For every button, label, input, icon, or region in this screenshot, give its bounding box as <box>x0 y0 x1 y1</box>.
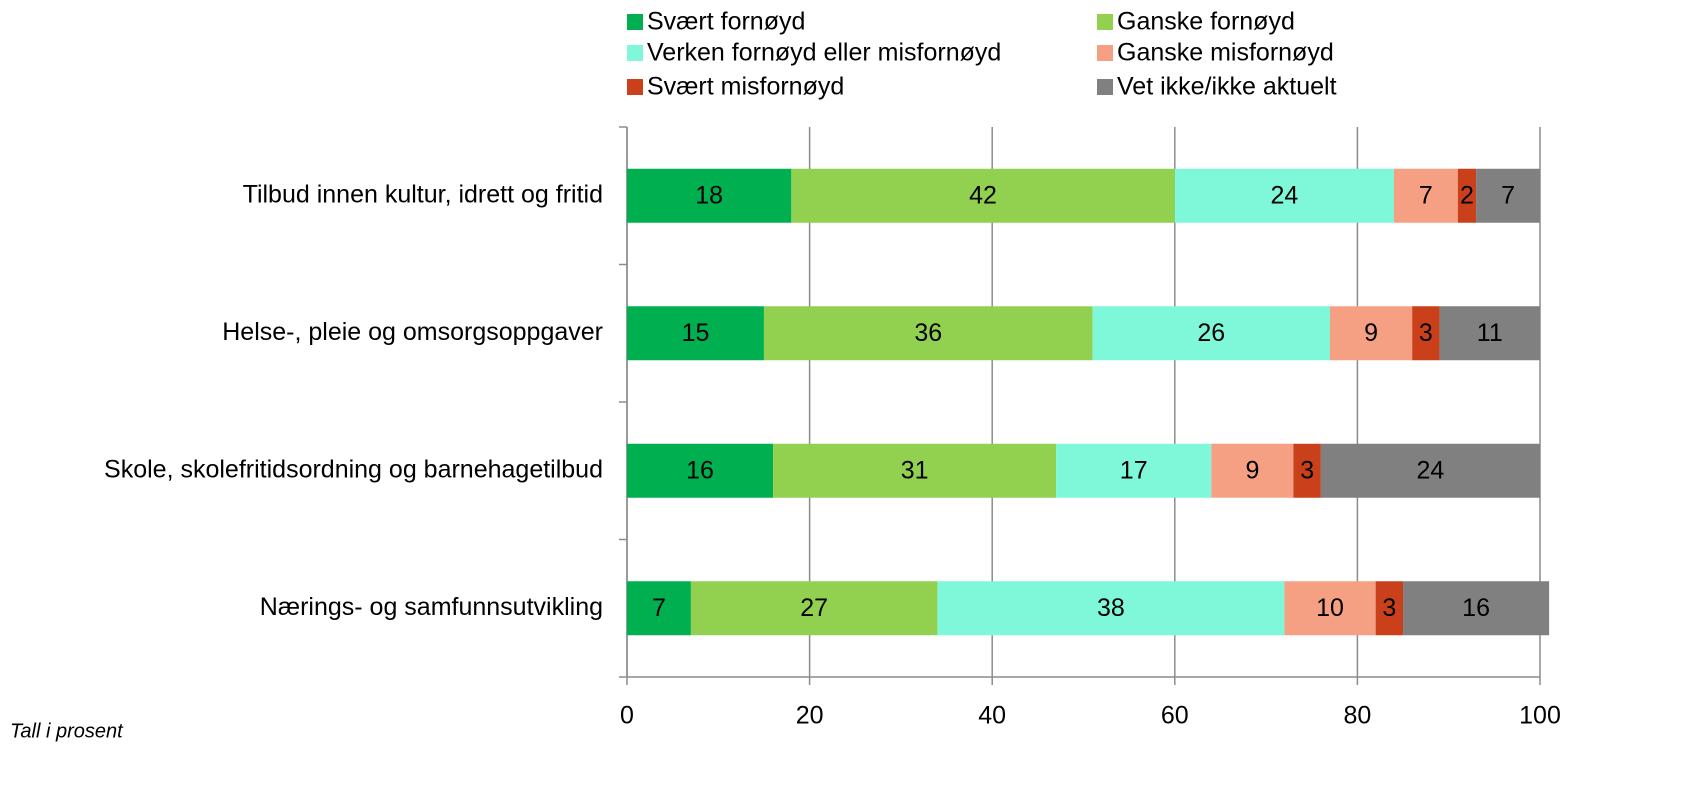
data-label: 3 <box>1382 594 1396 622</box>
legend-swatch <box>1097 79 1113 95</box>
bar-segment <box>1393 168 1458 223</box>
data-label: 16 <box>686 456 714 484</box>
data-label: 42 <box>969 181 997 209</box>
data-label: 9 <box>1364 319 1378 347</box>
data-label: 3 <box>1419 319 1433 347</box>
y-tick-label: Tilbud innen kultur, idrett og fritid <box>243 180 603 208</box>
bar-segment <box>627 306 764 361</box>
x-tick-label: 0 <box>620 702 634 730</box>
data-label: 7 <box>652 594 666 622</box>
data-label: 3 <box>1300 456 1314 484</box>
x-tick-label: 60 <box>1161 702 1189 730</box>
legend-swatch <box>627 14 643 30</box>
data-label: 7 <box>1501 181 1515 209</box>
data-label: 2 <box>1460 181 1474 209</box>
data-label: 10 <box>1316 594 1344 622</box>
data-label: 18 <box>695 181 723 209</box>
bar-segment <box>773 443 1057 498</box>
bar-segment <box>1092 306 1331 361</box>
y-tick-label: Nærings- og samfunnsutvikling <box>260 593 603 621</box>
data-label: 24 <box>1417 456 1445 484</box>
bar-segment <box>1293 443 1321 498</box>
data-label: 7 <box>1419 181 1433 209</box>
bar-segment <box>1439 306 1540 361</box>
bar-segment <box>1330 306 1413 361</box>
data-label: 17 <box>1120 456 1148 484</box>
legend-swatch <box>627 45 643 61</box>
y-tick-label: Skole, skolefritidsordning og barnehaget… <box>104 455 603 483</box>
bar-segment <box>627 168 792 223</box>
bar-segment <box>627 581 691 636</box>
legend-swatch <box>627 79 643 95</box>
bar-segment <box>1403 581 1550 636</box>
bar-segment <box>1174 168 1394 223</box>
bar-segment <box>763 306 1093 361</box>
x-tick-label: 80 <box>1343 702 1371 730</box>
bar-segment <box>1476 168 1540 223</box>
data-label: 11 <box>1477 319 1503 347</box>
data-label: 27 <box>800 594 828 622</box>
data-label: 15 <box>682 319 710 347</box>
bar-segment <box>1320 443 1540 498</box>
data-label: 38 <box>1097 594 1125 622</box>
x-tick-label: 40 <box>978 702 1006 730</box>
legend-label: Ganske misfornøyd <box>1117 39 1334 67</box>
data-label: 36 <box>914 319 942 347</box>
bar-segment <box>791 168 1175 223</box>
data-label: 26 <box>1197 319 1225 347</box>
legend-label: Ganske fornøyd <box>1117 8 1295 36</box>
bar-segment <box>1284 581 1376 636</box>
legend-label: Svært fornøyd <box>647 8 805 36</box>
bar-segment <box>690 581 938 636</box>
data-label: 24 <box>1270 181 1298 209</box>
legend-swatch <box>1097 45 1113 61</box>
data-label: 9 <box>1245 456 1259 484</box>
bar-segment <box>1457 168 1477 223</box>
y-tick-label: Helse-, pleie og omsorgsoppgaver <box>222 318 603 346</box>
legend-label: Svært misfornøyd <box>647 73 844 101</box>
data-label: 31 <box>901 456 929 484</box>
data-label: 16 <box>1462 594 1490 622</box>
legend-label: Verken fornøyd eller misfornøyd <box>647 39 1001 67</box>
legend-label: Vet ikke/ikke aktuelt <box>1117 73 1337 101</box>
bar-segment <box>1375 581 1404 636</box>
bar-segment <box>1412 306 1440 361</box>
x-tick-label: 20 <box>796 702 824 730</box>
bar-segment <box>1211 443 1294 498</box>
legend-swatch <box>1097 14 1113 30</box>
bar-segment <box>937 581 1285 636</box>
x-tick-label: 100 <box>1519 702 1561 730</box>
note: Tall i prosent <box>10 720 124 742</box>
bar-segment <box>1056 443 1212 498</box>
bar-segment <box>627 443 774 498</box>
